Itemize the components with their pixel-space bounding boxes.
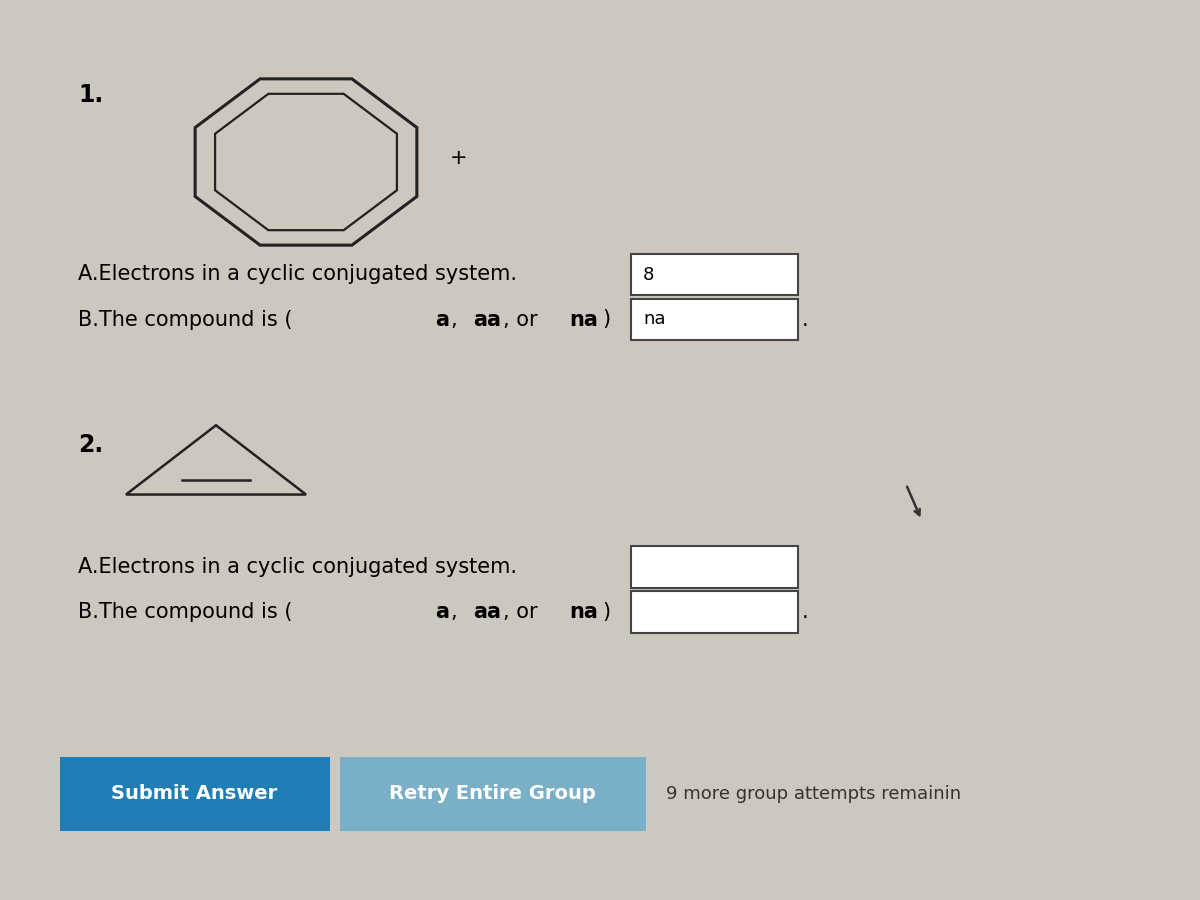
Text: B.The compound is (: B.The compound is ( bbox=[78, 602, 293, 622]
Text: 2.: 2. bbox=[78, 434, 103, 457]
FancyBboxPatch shape bbox=[60, 757, 330, 831]
Text: 1.: 1. bbox=[78, 83, 103, 106]
Text: na: na bbox=[569, 602, 598, 622]
Text: na: na bbox=[643, 310, 666, 328]
FancyBboxPatch shape bbox=[631, 591, 798, 633]
Text: aa: aa bbox=[473, 602, 500, 622]
FancyBboxPatch shape bbox=[631, 254, 798, 295]
Text: A.Electrons in a cyclic conjugated system.: A.Electrons in a cyclic conjugated syste… bbox=[78, 265, 517, 284]
Text: Retry Entire Group: Retry Entire Group bbox=[389, 784, 595, 804]
Text: ): ) bbox=[602, 602, 611, 622]
Text: .: . bbox=[802, 602, 809, 622]
FancyBboxPatch shape bbox=[631, 546, 798, 588]
Text: na: na bbox=[569, 310, 598, 329]
Text: .: . bbox=[802, 310, 809, 329]
Text: aa: aa bbox=[473, 310, 500, 329]
Text: 9 more group attempts remainin: 9 more group attempts remainin bbox=[666, 785, 961, 803]
Text: a: a bbox=[436, 310, 450, 329]
Text: 8: 8 bbox=[643, 266, 654, 284]
Text: a: a bbox=[436, 602, 450, 622]
Text: , or: , or bbox=[503, 310, 544, 329]
Text: ,: , bbox=[451, 602, 464, 622]
Text: B.The compound is (: B.The compound is ( bbox=[78, 310, 293, 329]
FancyBboxPatch shape bbox=[631, 299, 798, 340]
FancyBboxPatch shape bbox=[340, 757, 646, 831]
Text: ): ) bbox=[602, 310, 611, 329]
Text: +: + bbox=[450, 148, 468, 167]
Text: ,: , bbox=[451, 310, 464, 329]
Text: Submit Answer: Submit Answer bbox=[112, 784, 277, 804]
Text: , or: , or bbox=[503, 602, 544, 622]
Text: A.Electrons in a cyclic conjugated system.: A.Electrons in a cyclic conjugated syste… bbox=[78, 557, 517, 577]
